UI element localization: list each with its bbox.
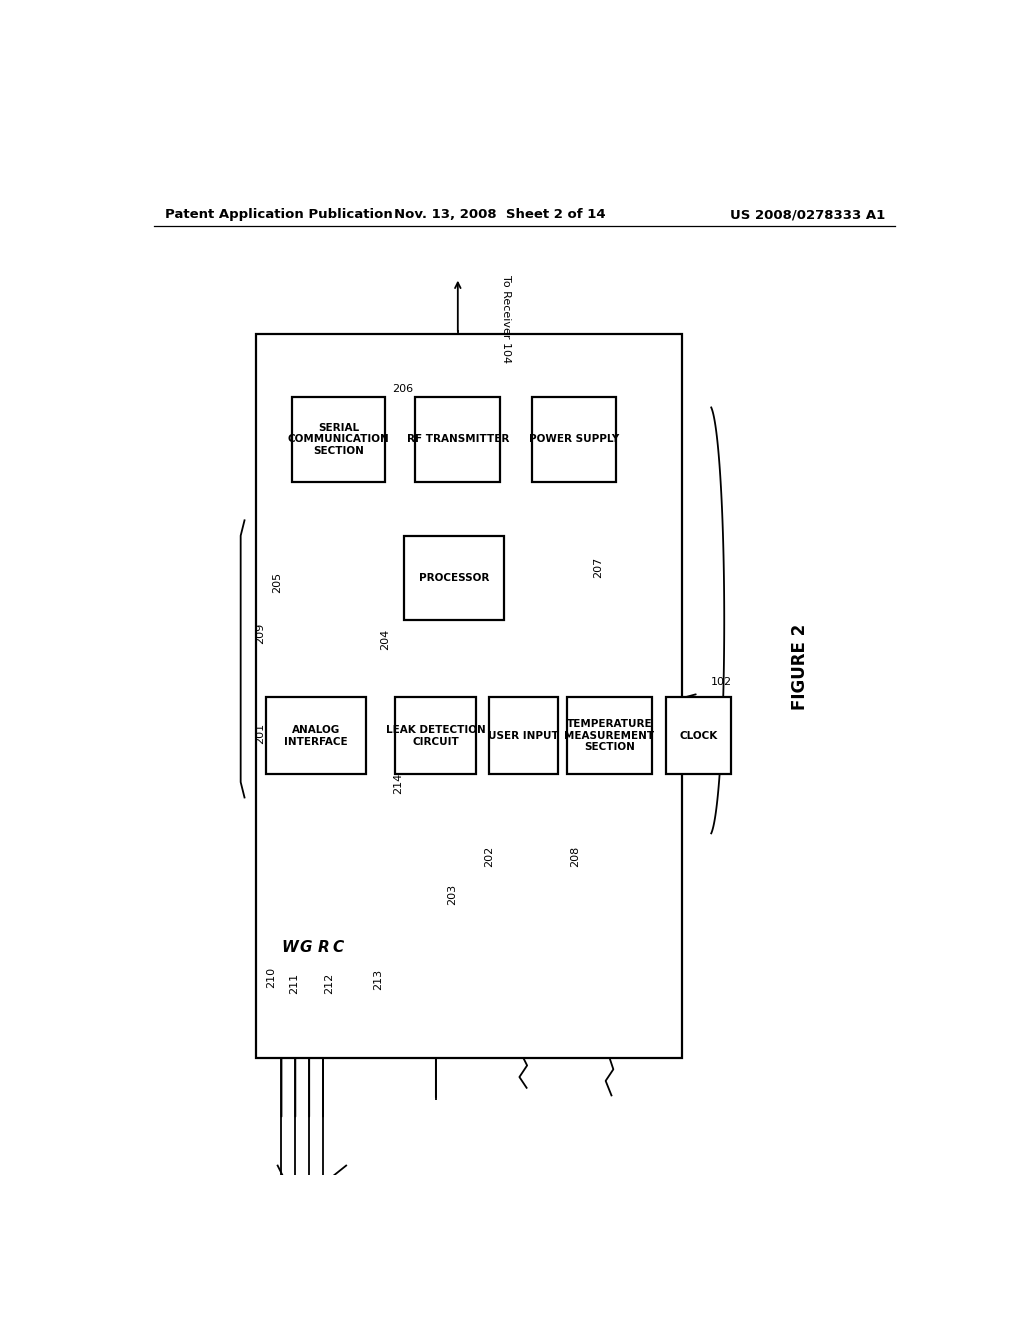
Text: TEMPERATURE
MEASUREMENT
SECTION: TEMPERATURE MEASUREMENT SECTION	[564, 719, 654, 752]
Text: 209: 209	[255, 622, 265, 644]
Text: 212: 212	[325, 973, 334, 994]
Text: CLOCK: CLOCK	[679, 731, 718, 741]
Text: G: G	[300, 940, 312, 956]
Text: W: W	[282, 940, 298, 956]
Text: 102: 102	[711, 677, 731, 686]
Bar	[567, 697, 652, 775]
Bar	[488, 697, 558, 775]
Text: ANALOG
INTERFACE: ANALOG INTERFACE	[285, 725, 348, 747]
Text: 202: 202	[484, 846, 495, 867]
Text: 204: 204	[380, 628, 390, 649]
Text: SERIAL
COMMUNICATION
SECTION: SERIAL COMMUNICATION SECTION	[288, 422, 389, 455]
Text: FIGURE 2: FIGURE 2	[792, 623, 809, 710]
Text: 206: 206	[392, 384, 413, 395]
Text: 205: 205	[271, 573, 282, 594]
Text: To Receiver 104: To Receiver 104	[501, 276, 511, 363]
Text: USER INPUT: USER INPUT	[487, 731, 559, 741]
Bar	[395, 697, 476, 775]
Bar	[531, 397, 616, 482]
Text: Nov. 13, 2008  Sheet 2 of 14: Nov. 13, 2008 Sheet 2 of 14	[394, 209, 606, 222]
Bar	[292, 397, 385, 482]
Bar	[403, 536, 504, 620]
Text: Patent Application Publication: Patent Application Publication	[165, 209, 393, 222]
Bar	[666, 697, 731, 775]
Text: 211: 211	[290, 973, 300, 994]
Text: 214: 214	[393, 772, 403, 793]
Text: 201: 201	[255, 722, 265, 743]
Text: 213: 213	[374, 969, 384, 990]
Text: 203: 203	[447, 884, 458, 906]
Text: LEAK DETECTION
CIRCUIT: LEAK DETECTION CIRCUIT	[386, 725, 485, 747]
Text: 210: 210	[266, 968, 276, 989]
Text: 207: 207	[593, 557, 603, 578]
Text: US 2008/0278333 A1: US 2008/0278333 A1	[730, 209, 885, 222]
Text: RF TRANSMITTER: RF TRANSMITTER	[407, 434, 509, 445]
Bar	[256, 334, 682, 1057]
Bar	[266, 697, 367, 775]
Text: PROCESSOR: PROCESSOR	[419, 573, 489, 583]
Bar	[416, 397, 500, 482]
Text: R: R	[317, 940, 329, 956]
Text: C: C	[333, 940, 344, 956]
Text: 208: 208	[569, 846, 580, 867]
Text: POWER SUPPLY: POWER SUPPLY	[529, 434, 620, 445]
